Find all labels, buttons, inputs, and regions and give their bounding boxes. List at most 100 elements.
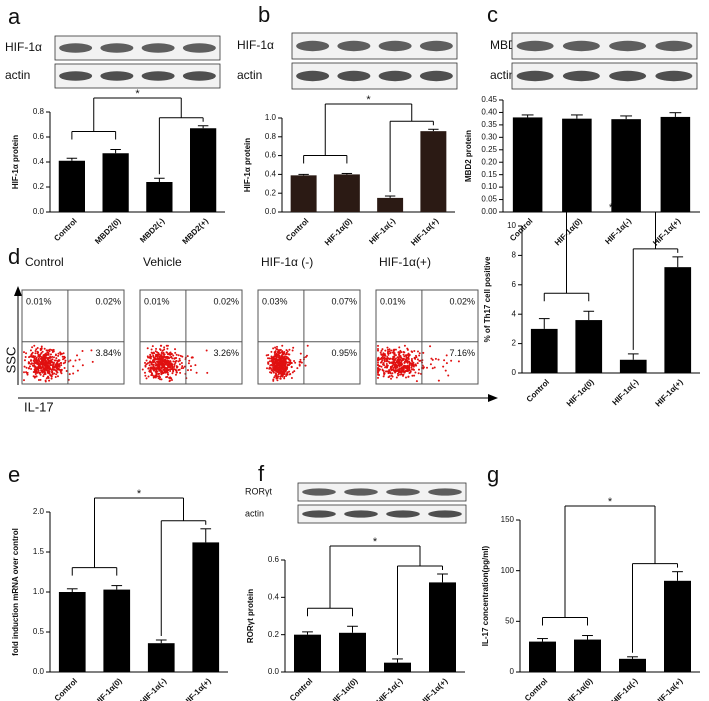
event-dot bbox=[145, 359, 148, 362]
blot-band bbox=[344, 488, 378, 496]
event-dot bbox=[160, 351, 163, 354]
event-dot bbox=[189, 365, 192, 368]
event-dot bbox=[273, 365, 276, 368]
event-dot bbox=[283, 375, 286, 378]
event-dot bbox=[146, 355, 149, 358]
event-dot bbox=[378, 368, 381, 371]
event-dot bbox=[399, 350, 402, 353]
event-dot bbox=[390, 377, 393, 380]
event-dot bbox=[30, 362, 33, 365]
event-dot bbox=[406, 361, 409, 364]
y-tick-label: 0.6 bbox=[265, 151, 277, 160]
event-dot bbox=[390, 361, 393, 364]
event-dot bbox=[153, 352, 156, 355]
event-dot bbox=[23, 351, 25, 354]
event-dot bbox=[429, 363, 432, 366]
blot-band bbox=[337, 70, 371, 82]
event-dot bbox=[35, 375, 38, 378]
event-dot bbox=[160, 352, 163, 355]
y-tick-label: 100 bbox=[501, 566, 515, 575]
event-dot bbox=[175, 369, 178, 372]
blot-band bbox=[378, 70, 412, 82]
event-dot bbox=[394, 354, 397, 357]
event-dot bbox=[270, 350, 273, 353]
y-axis-label: RORγt protein bbox=[246, 589, 255, 643]
event-dot bbox=[178, 359, 181, 362]
event-dot bbox=[288, 358, 291, 361]
blot-label: actin bbox=[5, 68, 30, 82]
event-dot bbox=[416, 358, 419, 361]
x-tick-label: HIF-1α(0) bbox=[323, 216, 354, 247]
event-dot bbox=[165, 371, 168, 374]
bar bbox=[58, 592, 86, 672]
y-tick-label: 0.6 bbox=[268, 555, 280, 564]
event-dot bbox=[274, 373, 277, 376]
event-dot bbox=[394, 364, 397, 367]
event-dot bbox=[47, 362, 50, 365]
event-dot bbox=[145, 377, 148, 380]
event-dot bbox=[298, 364, 301, 367]
event-dot bbox=[306, 344, 309, 347]
panel-letter: c bbox=[487, 2, 498, 27]
event-dot bbox=[81, 349, 84, 352]
event-dot bbox=[395, 370, 398, 373]
event-dot bbox=[408, 363, 411, 366]
event-dot bbox=[30, 367, 33, 370]
event-dot bbox=[413, 374, 416, 377]
event-dot bbox=[398, 368, 401, 371]
event-dot bbox=[54, 353, 57, 356]
event-dot bbox=[164, 361, 167, 364]
blot-band bbox=[516, 40, 554, 52]
event-dot bbox=[174, 351, 177, 354]
event-dot bbox=[399, 355, 402, 358]
event-dot bbox=[166, 368, 169, 371]
event-dot bbox=[282, 356, 285, 359]
blot-frame bbox=[297, 504, 467, 524]
event-dot bbox=[46, 356, 49, 359]
event-dot bbox=[290, 377, 293, 380]
event-dot bbox=[42, 359, 45, 362]
bar bbox=[664, 580, 691, 672]
event-dot bbox=[62, 358, 65, 361]
x-tick-label: HIF-1α(0) bbox=[564, 676, 595, 701]
event-dot bbox=[279, 363, 282, 366]
event-dot bbox=[278, 360, 281, 363]
event-dot bbox=[29, 359, 32, 362]
event-dot bbox=[392, 362, 395, 365]
event-dot bbox=[159, 359, 162, 362]
event-dot bbox=[45, 365, 48, 368]
event-dot bbox=[154, 370, 157, 373]
event-dot bbox=[389, 372, 392, 375]
event-dot bbox=[397, 357, 400, 360]
event-dot bbox=[23, 379, 25, 382]
event-dot bbox=[276, 379, 279, 382]
event-dot bbox=[403, 351, 406, 354]
event-dot bbox=[154, 361, 157, 364]
y-tick-label: 0.20 bbox=[481, 157, 497, 166]
blot-label: actin bbox=[237, 68, 262, 82]
event-dot bbox=[381, 357, 384, 360]
event-dot bbox=[178, 357, 181, 360]
y-tick-label: 150 bbox=[501, 515, 515, 524]
event-dot bbox=[275, 376, 278, 379]
event-dot bbox=[174, 348, 177, 351]
event-dot bbox=[279, 356, 282, 359]
event-dot bbox=[171, 364, 174, 367]
event-dot bbox=[163, 346, 166, 349]
x-tick-label: HIF-1α(+) bbox=[182, 676, 213, 701]
event-dot bbox=[280, 362, 283, 365]
event-dot bbox=[64, 361, 67, 364]
event-dot bbox=[272, 347, 275, 350]
event-dot bbox=[304, 356, 307, 359]
event-dot bbox=[413, 357, 416, 360]
x-tick-label: HIF-1α(-) bbox=[139, 676, 169, 701]
event-dot bbox=[169, 369, 172, 372]
event-dot bbox=[418, 352, 421, 355]
event-dot bbox=[397, 374, 400, 377]
event-dot bbox=[269, 364, 272, 367]
event-dot bbox=[36, 359, 39, 362]
event-dot bbox=[55, 373, 58, 376]
event-dot bbox=[280, 359, 283, 362]
event-dot bbox=[389, 357, 392, 360]
